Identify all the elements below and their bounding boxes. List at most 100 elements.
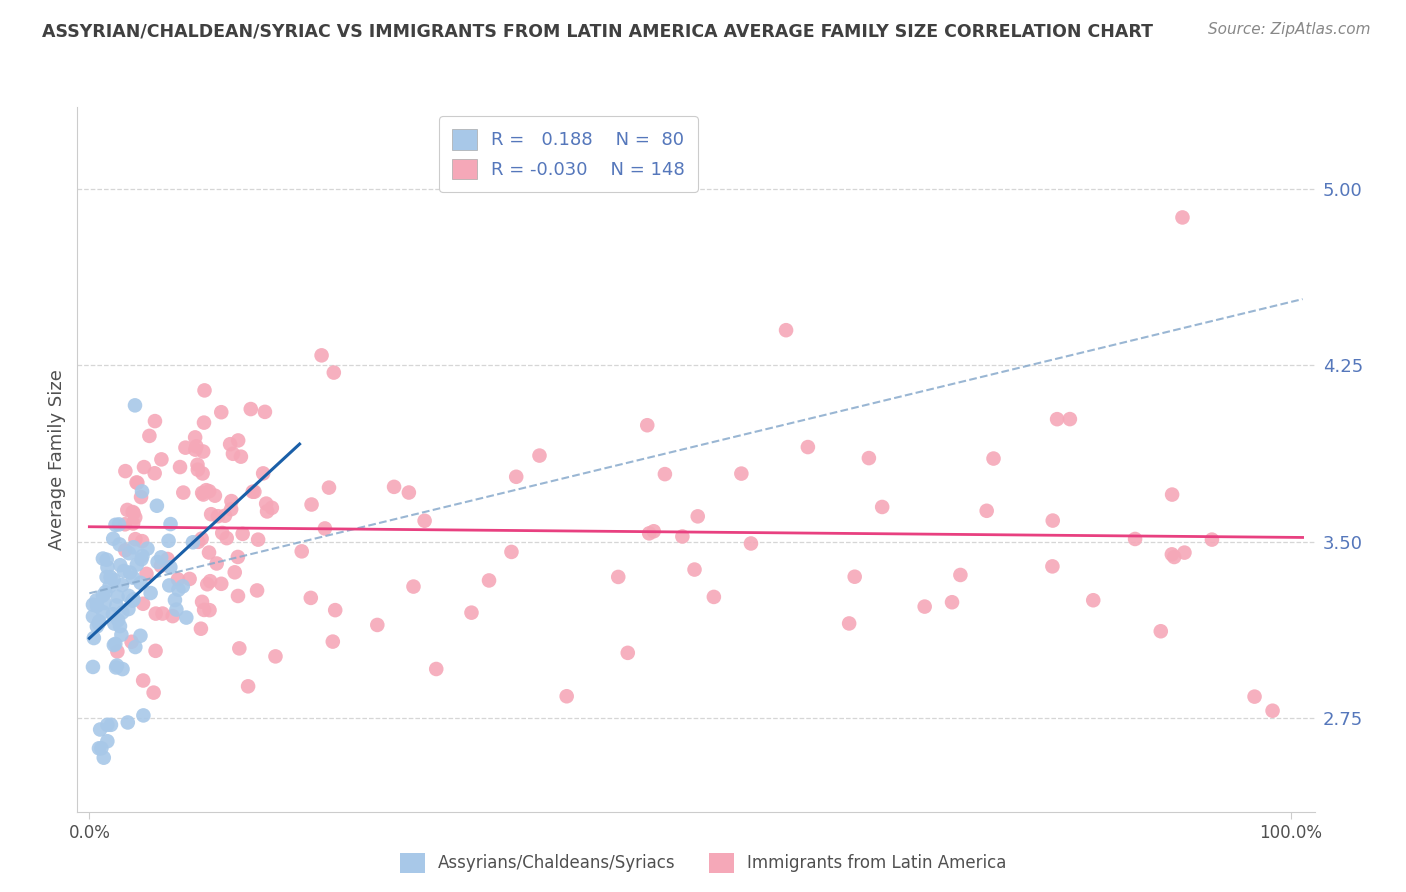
Point (730, 467, 752, 481)
Point (366, 618, 388, 632)
Point (103, 573, 125, 587)
Point (186, 439, 208, 453)
Point (1201, 533, 1223, 547)
Point (323, 603, 346, 617)
Point (193, 384, 215, 398)
Point (124, 532, 146, 546)
Point (87, 616, 110, 631)
Point (101, 607, 124, 622)
Point (157, 533, 180, 548)
Point (221, 494, 243, 508)
Point (402, 580, 425, 594)
Point (318, 481, 340, 495)
Point (146, 499, 169, 513)
Point (121, 593, 143, 607)
Point (187, 463, 209, 477)
Point (181, 535, 204, 549)
Point (264, 649, 287, 664)
Point (607, 570, 630, 584)
Point (91, 551, 114, 566)
Point (239, 402, 262, 417)
Point (460, 606, 482, 620)
Point (111, 662, 134, 676)
Point (193, 487, 215, 501)
Point (105, 658, 128, 673)
Point (209, 405, 232, 419)
Point (1163, 549, 1185, 564)
Point (143, 467, 166, 481)
Point (505, 469, 527, 483)
Point (222, 447, 245, 461)
Point (86, 599, 108, 613)
Point (187, 534, 209, 549)
Point (198, 574, 221, 589)
Point (501, 545, 523, 559)
Point (683, 563, 706, 577)
Point (135, 566, 157, 581)
Point (914, 599, 936, 614)
Point (256, 504, 278, 518)
Point (122, 541, 145, 555)
Point (254, 497, 277, 511)
Point (260, 500, 283, 515)
Point (478, 574, 501, 588)
Point (143, 414, 166, 428)
Point (382, 480, 405, 494)
Point (156, 552, 179, 566)
Point (107, 590, 129, 604)
Point (858, 451, 880, 466)
Point (555, 690, 578, 704)
Point (132, 460, 155, 475)
Point (122, 571, 145, 585)
Point (159, 517, 181, 532)
Point (104, 637, 127, 651)
Point (96, 734, 118, 748)
Point (191, 467, 214, 481)
Point (122, 516, 145, 531)
Point (125, 558, 148, 572)
Point (146, 555, 169, 569)
Point (247, 533, 270, 547)
Point (740, 536, 762, 550)
Point (172, 579, 194, 593)
Point (299, 591, 322, 605)
Point (983, 451, 1005, 466)
Point (157, 578, 180, 592)
Point (159, 560, 181, 574)
Point (131, 484, 153, 499)
Point (162, 609, 184, 624)
Point (1083, 593, 1105, 607)
Point (132, 708, 155, 723)
Point (976, 504, 998, 518)
Point (654, 467, 676, 482)
Point (103, 616, 125, 631)
Point (86, 619, 108, 633)
Point (96, 552, 118, 566)
Point (1173, 546, 1195, 560)
Point (138, 429, 160, 443)
Legend: R =   0.188    N =  80, R = -0.030    N = 148: R = 0.188 N = 80, R = -0.030 N = 148 (439, 116, 697, 192)
Point (142, 685, 165, 699)
Point (124, 640, 146, 654)
Point (150, 550, 173, 565)
Point (1160, 547, 1182, 561)
Point (190, 532, 212, 546)
Point (91, 605, 114, 619)
Point (228, 641, 250, 656)
Point (219, 437, 242, 451)
Point (236, 679, 259, 693)
Point (163, 593, 186, 607)
Point (145, 607, 167, 621)
Point (90, 741, 112, 756)
Point (111, 606, 134, 620)
Point (638, 526, 661, 541)
Point (110, 628, 132, 642)
Point (131, 534, 153, 549)
Point (86, 593, 108, 607)
Point (129, 575, 152, 590)
Point (190, 622, 212, 636)
Legend: Assyrians/Chaldeans/Syriacs, Immigrants from Latin America: Assyrians/Chaldeans/Syriacs, Immigrants … (392, 847, 1014, 880)
Point (103, 638, 125, 652)
Point (195, 483, 218, 498)
Point (643, 524, 665, 539)
